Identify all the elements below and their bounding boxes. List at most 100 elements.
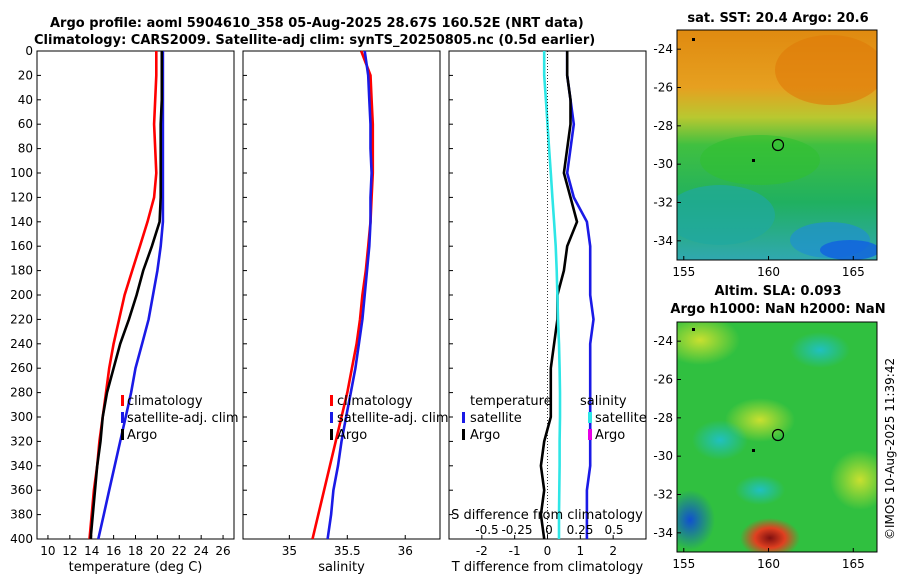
s-diff-tick-label: 0.25 bbox=[567, 523, 594, 537]
y-tick-label: 360 bbox=[10, 483, 33, 497]
x-axis-label: T difference from climatology bbox=[451, 560, 644, 575]
y-tick-label: 380 bbox=[10, 508, 33, 522]
sla-red-eddy bbox=[740, 518, 800, 552]
legend-title-salinity: salinity bbox=[580, 394, 627, 409]
x-axis-label: salinity bbox=[318, 560, 365, 575]
series-line-satellite-adj-clim bbox=[97, 51, 165, 540]
map-y-tick-label: -28 bbox=[653, 411, 673, 425]
x-tick-label: 18 bbox=[128, 544, 143, 558]
y-tick-label: 300 bbox=[10, 410, 33, 424]
legend-swatch bbox=[121, 395, 124, 406]
map-y-tick-label: -30 bbox=[653, 157, 673, 171]
y-tick-label: 240 bbox=[10, 337, 33, 351]
sst-map-title: sat. SST: 20.4 Argo: 20.6 bbox=[687, 11, 868, 26]
sla-cyan-patch-3 bbox=[692, 420, 748, 460]
map-y-tick-label: -34 bbox=[653, 526, 673, 540]
legend-swatch bbox=[121, 412, 124, 423]
sst-blue-patch bbox=[820, 240, 877, 260]
map-y-tick-label: -34 bbox=[653, 234, 673, 248]
y-tick-label: 160 bbox=[10, 239, 33, 253]
y-tick-label: 400 bbox=[10, 532, 33, 546]
y-tick-label: 0 bbox=[25, 44, 33, 58]
x-tick-label: 24 bbox=[194, 544, 209, 558]
map-x-tick-label: 165 bbox=[842, 265, 865, 279]
sla-yellow-patch bbox=[677, 322, 740, 365]
legend-swatch bbox=[462, 429, 465, 440]
sst-float-dot-2 bbox=[752, 159, 755, 162]
x-tick-label: 20 bbox=[150, 544, 165, 558]
map-y-tick-label: -28 bbox=[653, 119, 673, 133]
y-tick-label: 180 bbox=[10, 264, 33, 278]
map-y-tick-label: -26 bbox=[653, 81, 673, 95]
x-tick-label: 1 bbox=[577, 544, 585, 558]
y-tick-label: 220 bbox=[10, 312, 33, 326]
legend-label: Argo bbox=[470, 428, 500, 443]
sla-map-subtitle: Argo h1000: NaN h2000: NaN bbox=[670, 302, 885, 317]
legend-label: Argo bbox=[337, 428, 367, 443]
y-tick-label: 140 bbox=[10, 215, 33, 229]
sst-float-dot bbox=[692, 38, 695, 41]
legend-label: satellite bbox=[595, 411, 647, 426]
legend-swatch bbox=[330, 395, 333, 406]
x-tick-label: 22 bbox=[172, 544, 187, 558]
sla-map bbox=[677, 322, 877, 552]
x-tick-label: 2 bbox=[609, 544, 617, 558]
series-line-salinity-satellite bbox=[542, 51, 562, 539]
map-y-tick-label: -32 bbox=[653, 196, 673, 210]
x-tick-label: 35.5 bbox=[334, 544, 361, 558]
x-tick-label: 35 bbox=[282, 544, 297, 558]
timestamp-watermark: ©IMOS 10-Aug-2025 11:39:42 bbox=[883, 357, 897, 540]
legend-label: satellite bbox=[470, 411, 522, 426]
plot-title-line1: Argo profile: aoml 5904610_358 05-Aug-20… bbox=[50, 16, 584, 31]
y-tick-label: 80 bbox=[18, 142, 33, 156]
sla-cyan-patch-2 bbox=[735, 475, 785, 505]
legend-title-temperature: temperature bbox=[470, 394, 552, 409]
x-tick-label: -2 bbox=[476, 544, 488, 558]
x-tick-label: 0 bbox=[544, 544, 552, 558]
series-line-climatology bbox=[311, 50, 375, 540]
s-difference-label: S difference from climatology bbox=[451, 508, 643, 523]
y-tick-label: 340 bbox=[10, 459, 33, 473]
sst-warm-patch bbox=[775, 35, 877, 105]
legend-swatch bbox=[330, 429, 333, 440]
legend-swatch bbox=[121, 429, 124, 440]
series-line-temperature-satellite bbox=[565, 51, 595, 539]
y-tick-label: 200 bbox=[10, 288, 33, 302]
legend-label: climatology bbox=[127, 394, 203, 409]
sla-map-frame bbox=[676, 321, 878, 553]
legend-label: climatology bbox=[337, 394, 413, 409]
legend-swatch bbox=[462, 412, 465, 423]
map-y-tick-label: -24 bbox=[653, 334, 673, 348]
map-x-tick-label: 160 bbox=[757, 265, 780, 279]
x-tick-label: 10 bbox=[40, 544, 55, 558]
x-tick-label: 16 bbox=[106, 544, 121, 558]
map-x-tick-label: 155 bbox=[672, 265, 695, 279]
sst-green-patch bbox=[700, 135, 820, 185]
legend-label: Argo bbox=[127, 428, 157, 443]
map-y-tick-label: -26 bbox=[653, 373, 673, 387]
sla-blue-patch bbox=[677, 490, 715, 550]
s-diff-tick-label: -0.5 bbox=[475, 523, 498, 537]
x-tick-label: 26 bbox=[215, 544, 230, 558]
sla-yellow-patch-3 bbox=[830, 450, 877, 510]
map-y-tick-label: -30 bbox=[653, 449, 673, 463]
map-y-tick-label: -32 bbox=[653, 488, 673, 502]
sla-float-dot-2 bbox=[752, 449, 755, 452]
legend-label: Argo bbox=[595, 428, 625, 443]
map-x-tick-label: 155 bbox=[672, 557, 695, 571]
y-tick-label: 40 bbox=[18, 93, 33, 107]
plot-title-line2: Climatology: CARS2009. Satellite-adj cli… bbox=[34, 33, 596, 48]
y-tick-label: 120 bbox=[10, 190, 33, 204]
x-axis-label: temperature (deg C) bbox=[69, 560, 203, 575]
sla-map-title: Altim. SLA: 0.093 bbox=[715, 284, 842, 299]
y-tick-label: 20 bbox=[18, 68, 33, 82]
legend-label: satellite-adj. clim bbox=[337, 411, 449, 426]
map-x-tick-label: 160 bbox=[757, 557, 780, 571]
sst-argo-marker bbox=[771, 138, 785, 152]
x-tick-label: 12 bbox=[62, 544, 77, 558]
s-diff-tick-label: 0 bbox=[545, 523, 553, 537]
legend-label: satellite-adj. clim bbox=[127, 411, 239, 426]
series-line-climatology bbox=[88, 51, 158, 540]
legend-swatch bbox=[588, 429, 592, 440]
y-tick-label: 100 bbox=[10, 166, 33, 180]
